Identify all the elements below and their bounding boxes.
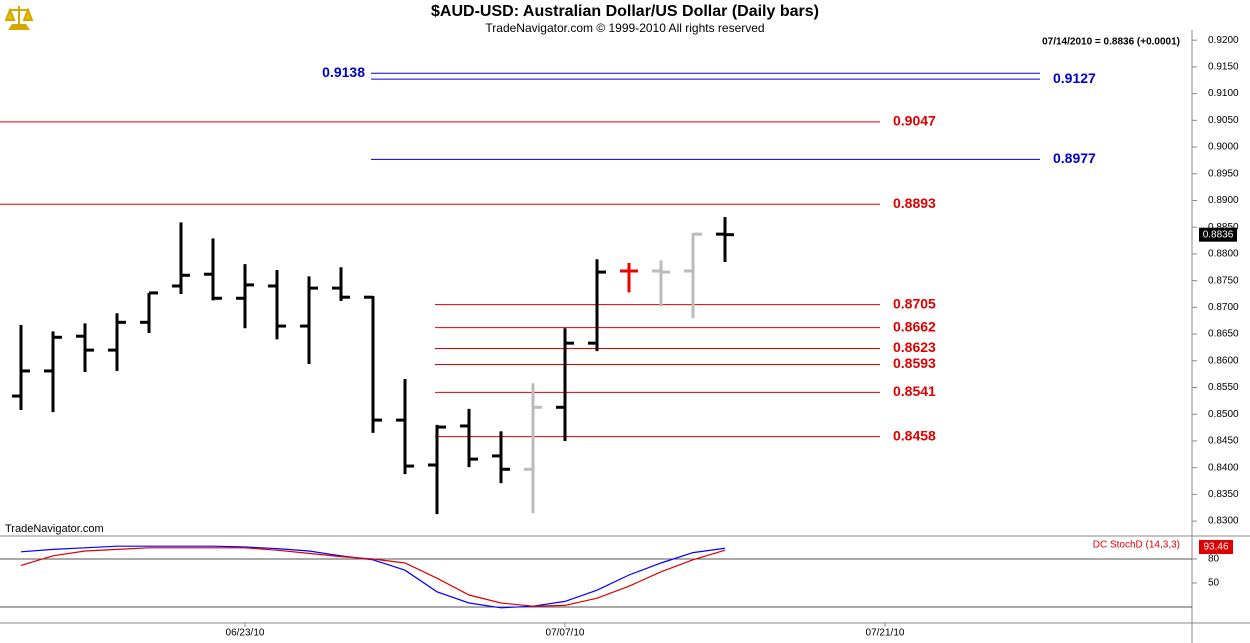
level-label: 0.8705 <box>893 295 936 311</box>
y-tick-label: 0.8750 <box>1208 275 1239 286</box>
y-tick-label: 0.8850 <box>1208 222 1239 233</box>
chart-title: $AUD-USD: Australian Dollar/US Dollar (D… <box>431 3 819 20</box>
level-label: 0.8593 <box>893 355 936 371</box>
y-tick-label: 0.9100 <box>1208 88 1239 99</box>
level-label: 0.8623 <box>893 339 936 355</box>
y-tick-label: 0.8550 <box>1208 382 1239 393</box>
level-label: 0.9138 <box>322 64 365 80</box>
level-label: 0.8662 <box>893 318 936 334</box>
indicator-title: DC StochD (14,3,3) <box>1093 540 1180 551</box>
y-tick-label: 0.9000 <box>1208 142 1239 153</box>
level-label: 0.8893 <box>893 195 936 211</box>
level-label: 0.8541 <box>893 383 936 399</box>
indicator-line <box>20 545 726 609</box>
y-tick-label: 0.8400 <box>1208 462 1239 473</box>
price-header: 07/14/2010 = 0.8836 (+0.0001) <box>1042 37 1180 48</box>
y-tick-label: 0.8900 <box>1208 195 1239 206</box>
y-tick-label: 0.8950 <box>1208 168 1239 179</box>
y-tick-label: 0.9050 <box>1208 115 1239 126</box>
x-tick-label: 07/07/10 <box>546 628 585 639</box>
level-label: 0.8977 <box>1053 150 1096 166</box>
watermark: TradeNavigator.com <box>5 523 104 535</box>
y-tick-label: 80 <box>1208 554 1220 565</box>
y-tick-label: 0.9200 <box>1208 35 1239 46</box>
indicator-line <box>20 547 726 607</box>
last-value-label: 93.46 <box>1203 542 1228 553</box>
chart-subtitle: TradeNavigator.com © 1999-2010 All right… <box>485 21 764 35</box>
x-tick-label: 06/23/10 <box>226 628 265 639</box>
y-tick-label: 50 <box>1208 578 1220 589</box>
logo-icon <box>4 6 34 30</box>
y-tick-label: 0.8350 <box>1208 489 1239 500</box>
last-price-box <box>1199 227 1237 242</box>
y-tick-label: 0.9150 <box>1208 62 1239 73</box>
y-tick-label: 0.8300 <box>1208 516 1239 527</box>
y-tick-label: 0.8700 <box>1208 302 1239 313</box>
level-label: 0.9127 <box>1053 70 1096 86</box>
last-price-label: 0.8836 <box>1203 229 1234 240</box>
y-tick-label: 0.8650 <box>1208 329 1239 340</box>
y-tick-label: 0.8450 <box>1208 436 1239 447</box>
level-label: 0.9047 <box>893 113 936 129</box>
level-label: 0.8458 <box>893 427 936 443</box>
y-tick-label: 0.8500 <box>1208 409 1239 420</box>
x-tick-label: 07/21/10 <box>866 628 905 639</box>
y-tick-label: 0.8600 <box>1208 355 1239 366</box>
last-value-box <box>1199 540 1233 554</box>
y-tick-label: 0.8800 <box>1208 249 1239 260</box>
